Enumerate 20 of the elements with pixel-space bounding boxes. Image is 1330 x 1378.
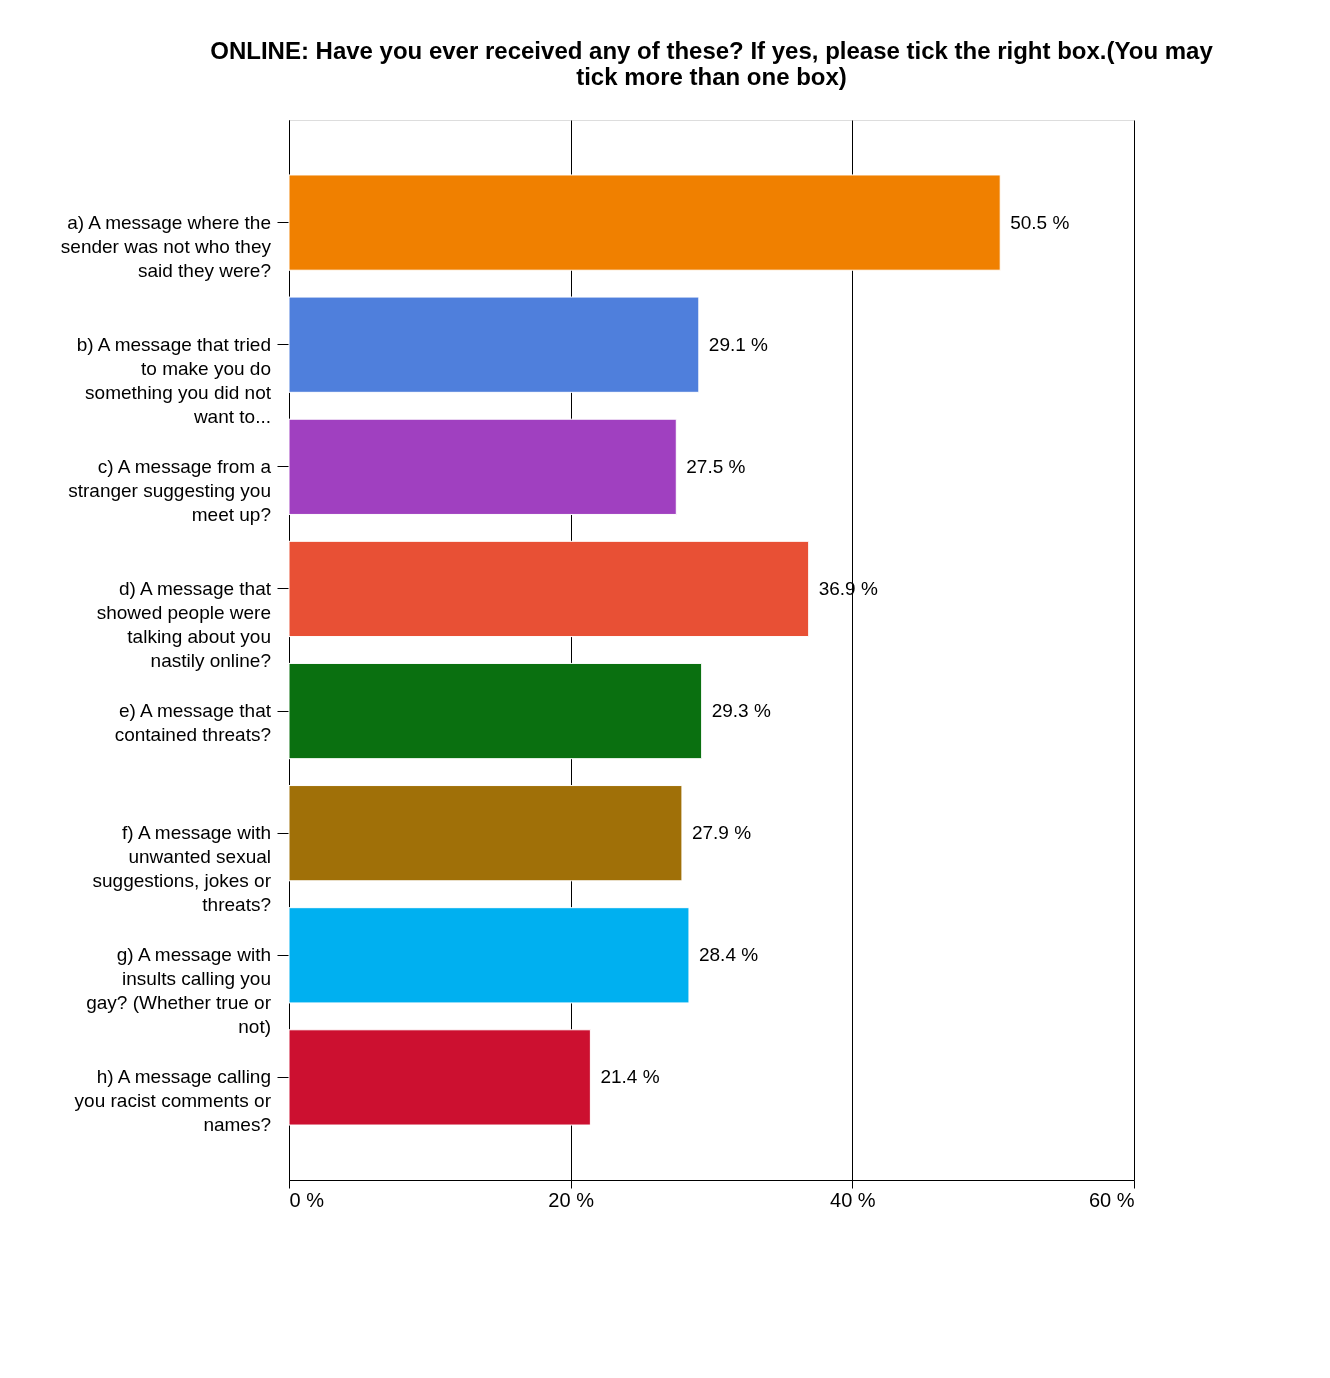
y-tick-label: e) A message that contained threats? — [114, 700, 272, 746]
y-tick-label: d) A message that showed people were talking about you nastily online? — [96, 577, 272, 671]
y-tick-label: b) A message that tried to make you do something you did not want to... — [76, 333, 272, 427]
y-tick-label: h) A message calling you racist comments or names? — [74, 1066, 272, 1136]
y-tick-label: f) A message with unwanted sexual suggestions, jokes or threats? — [92, 822, 272, 916]
data-label: 29.3 % — [711, 700, 771, 722]
y-tick-label: a) A message where the sender was not who they said they were? — [60, 211, 272, 281]
chart-title: ONLINE: Have you ever received any of these? If yes, please tick the right box.(You may tick more than one box) — [210, 37, 1214, 90]
x-tick-label: 40 % — [830, 1188, 876, 1211]
x-tick-label: 0 % — [289, 1188, 325, 1211]
data-label: 50.5 % — [1010, 211, 1070, 233]
data-label: 29.1 % — [708, 333, 769, 355]
x-tick-label: 60 % — [1088, 1188, 1135, 1211]
data-label: 28.4 % — [698, 944, 759, 966]
data-label: 21.4 % — [600, 1066, 660, 1088]
y-tick-label: c) A message from a stranger suggesting you meet up? — [68, 455, 272, 525]
data-label: 27.5 % — [686, 455, 746, 477]
y-tick-label: g) A message with insults calling you gay? (Whether true or not) — [86, 944, 272, 1038]
data-label: 27.9 % — [691, 822, 752, 844]
x-tick-label: 20 % — [548, 1188, 595, 1211]
